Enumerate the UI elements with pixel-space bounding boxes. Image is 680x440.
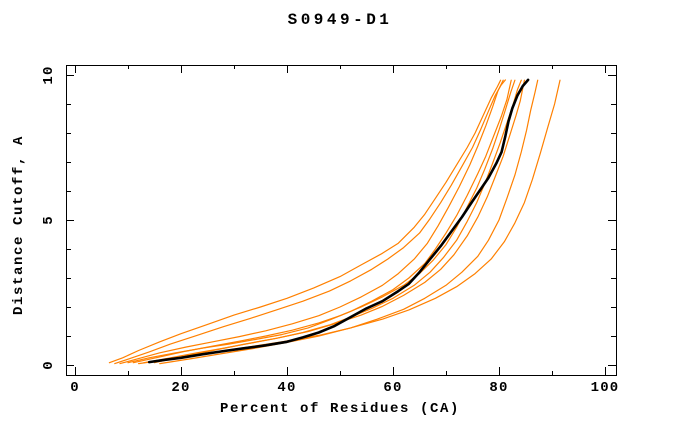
consensus-curve bbox=[147, 78, 530, 364]
x-tick-label: 20 bbox=[171, 380, 191, 396]
x-tick-label: 80 bbox=[489, 380, 509, 396]
x-tick-label: 0 bbox=[70, 380, 80, 396]
chart-title: S0949-D1 bbox=[287, 11, 393, 29]
axis-ticks bbox=[66, 65, 616, 375]
y-axis-label: Distance Cutoff, A bbox=[11, 134, 27, 316]
y-tick-label: 5 bbox=[41, 215, 57, 225]
model-curve bbox=[143, 79, 522, 364]
curves bbox=[108, 78, 561, 365]
x-tick-label: 100 bbox=[590, 380, 620, 396]
x-tick-label: 40 bbox=[277, 380, 297, 396]
model-curve bbox=[119, 79, 504, 365]
model-curve bbox=[108, 79, 502, 364]
plot-frame bbox=[66, 65, 617, 376]
model-curve bbox=[114, 79, 506, 365]
x-tick-label: 60 bbox=[383, 380, 403, 396]
model-curve bbox=[153, 79, 526, 364]
x-axis-label: Percent of Residues (CA) bbox=[219, 401, 461, 417]
y-tick-label: 0 bbox=[41, 360, 57, 370]
y-tick-label: 10 bbox=[41, 65, 57, 85]
model-curve bbox=[138, 79, 561, 365]
model-curve bbox=[127, 79, 512, 364]
